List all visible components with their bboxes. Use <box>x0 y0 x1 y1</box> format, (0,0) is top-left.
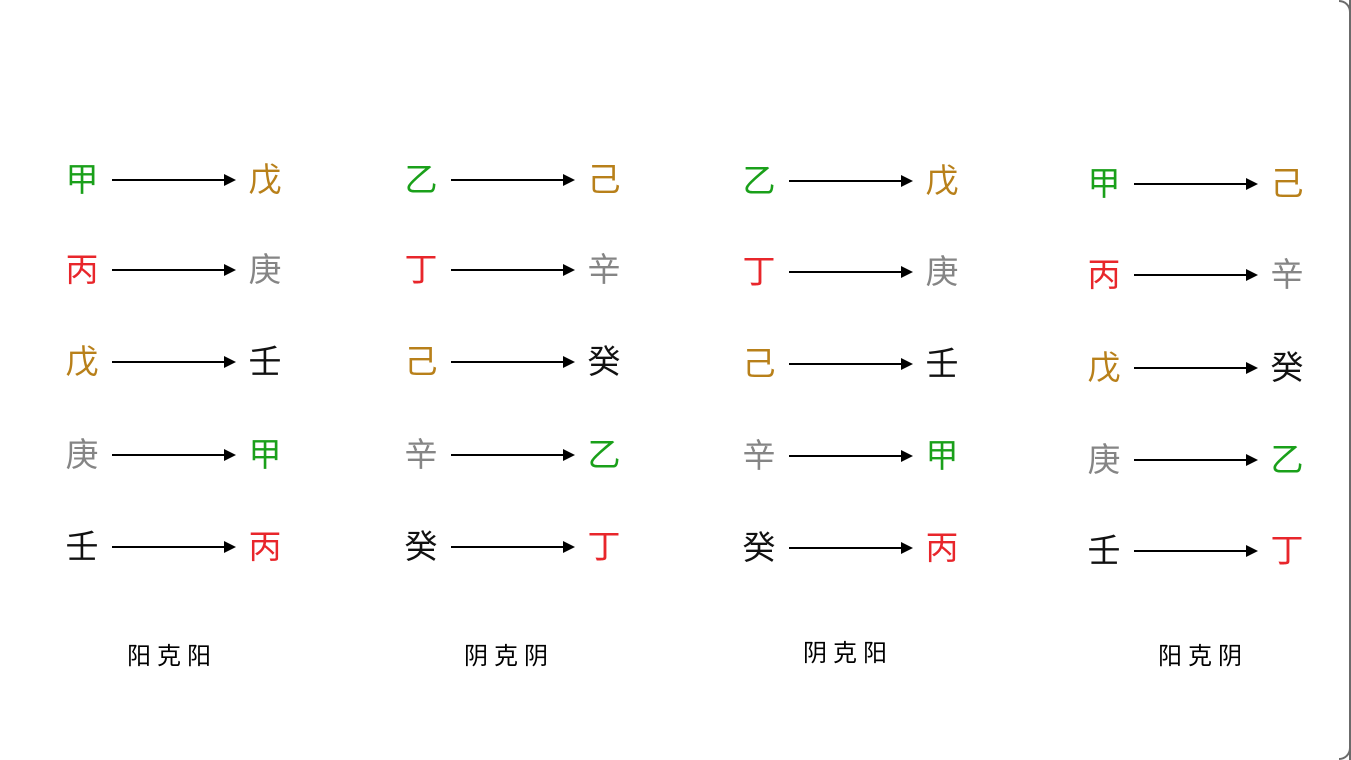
relation-row: 辛 甲 <box>739 436 999 476</box>
group-caption: 阳克阳 <box>127 642 217 670</box>
arrow-icon <box>451 174 575 186</box>
from-stem: 壬 <box>1087 531 1121 570</box>
relation-row: 壬 丁 <box>1084 531 1344 571</box>
to-stem: 丙 <box>248 527 282 566</box>
from-stem: 戊 <box>65 342 99 381</box>
from-stem: 戊 <box>1087 348 1121 387</box>
relation-row: 戊 壬 <box>62 342 322 382</box>
relation-row: 丁 庚 <box>739 252 999 292</box>
relation-row: 甲 己 <box>1084 164 1344 204</box>
from-stem: 丁 <box>742 252 776 291</box>
to-stem: 乙 <box>587 435 621 474</box>
from-stem: 丙 <box>1087 255 1121 294</box>
to-stem: 丙 <box>925 528 959 567</box>
arrow-icon <box>1134 454 1258 466</box>
arrow-icon <box>789 175 913 187</box>
arrow-icon <box>789 450 913 462</box>
group-yang-overcomes-yang: 甲 戊 丙 庚 戊 壬 庚 甲 壬 丙 阳克阳 <box>62 0 322 760</box>
to-stem: 壬 <box>248 342 282 381</box>
group-caption: 阴克阴 <box>464 642 554 670</box>
from-stem: 丙 <box>65 250 99 289</box>
arrow-icon <box>1134 269 1258 281</box>
from-stem: 癸 <box>404 527 438 566</box>
from-stem: 甲 <box>1087 164 1121 203</box>
arrow-icon <box>451 449 575 461</box>
from-stem: 乙 <box>404 160 438 199</box>
to-stem: 壬 <box>925 344 959 383</box>
to-stem: 癸 <box>587 342 621 381</box>
from-stem: 庚 <box>1087 440 1121 479</box>
arrow-icon <box>451 264 575 276</box>
from-stem: 甲 <box>65 160 99 199</box>
relation-row: 丁 辛 <box>401 250 661 290</box>
group-yin-overcomes-yang: 乙 戊 丁 庚 己 壬 辛 甲 癸 丙 阴克阳 <box>739 0 999 760</box>
relation-row: 壬 丙 <box>62 527 322 567</box>
to-stem: 己 <box>587 160 621 199</box>
arrow-icon <box>112 541 236 553</box>
from-stem: 己 <box>404 342 438 381</box>
arrow-icon <box>789 266 913 278</box>
relation-row: 辛 乙 <box>401 435 661 475</box>
to-stem: 戊 <box>248 160 282 199</box>
from-stem: 己 <box>742 344 776 383</box>
from-stem: 辛 <box>404 435 438 474</box>
relation-row: 戊 癸 <box>1084 348 1344 388</box>
arrow-icon <box>451 541 575 553</box>
to-stem: 己 <box>1270 164 1304 203</box>
to-stem: 癸 <box>1270 348 1304 387</box>
to-stem: 丁 <box>1270 531 1304 570</box>
arrow-icon <box>789 358 913 370</box>
group-caption: 阳克阴 <box>1158 642 1248 670</box>
group-yin-overcomes-yin: 乙 己 丁 辛 己 癸 辛 乙 癸 丁 阴克阴 <box>401 0 661 760</box>
frame-edge <box>1349 0 1351 760</box>
arrow-icon <box>789 542 913 554</box>
group-caption: 阴克阳 <box>803 639 893 667</box>
arrow-icon <box>1134 362 1258 374</box>
group-yang-overcomes-yin: 甲 己 丙 辛 戊 癸 庚 乙 壬 丁 阳克阴 <box>1084 0 1344 760</box>
arrow-icon <box>451 356 575 368</box>
to-stem: 乙 <box>1270 440 1304 479</box>
from-stem: 乙 <box>742 161 776 200</box>
relation-row: 庚 甲 <box>62 435 322 475</box>
from-stem: 丁 <box>404 250 438 289</box>
relation-row: 乙 戊 <box>739 161 999 201</box>
arrow-icon <box>1134 545 1258 557</box>
relation-row: 癸 丁 <box>401 527 661 567</box>
arrow-icon <box>112 264 236 276</box>
relation-row: 乙 己 <box>401 160 661 200</box>
arrow-icon <box>112 449 236 461</box>
relation-row: 丙 辛 <box>1084 255 1344 295</box>
from-stem: 辛 <box>742 436 776 475</box>
from-stem: 壬 <box>65 527 99 566</box>
relation-row: 癸 丙 <box>739 528 999 568</box>
to-stem: 辛 <box>587 250 621 289</box>
to-stem: 庚 <box>925 252 959 291</box>
relation-row: 己 壬 <box>739 344 999 384</box>
to-stem: 戊 <box>925 161 959 200</box>
from-stem: 癸 <box>742 528 776 567</box>
to-stem: 丁 <box>587 527 621 566</box>
arrow-icon <box>112 356 236 368</box>
relation-row: 甲 戊 <box>62 160 322 200</box>
arrow-icon <box>112 174 236 186</box>
relation-row: 庚 乙 <box>1084 440 1344 480</box>
relation-row: 丙 庚 <box>62 250 322 290</box>
to-stem: 甲 <box>248 435 282 474</box>
from-stem: 庚 <box>65 435 99 474</box>
to-stem: 辛 <box>1270 255 1304 294</box>
relation-row: 己 癸 <box>401 342 661 382</box>
to-stem: 庚 <box>248 250 282 289</box>
to-stem: 甲 <box>925 436 959 475</box>
arrow-icon <box>1134 178 1258 190</box>
